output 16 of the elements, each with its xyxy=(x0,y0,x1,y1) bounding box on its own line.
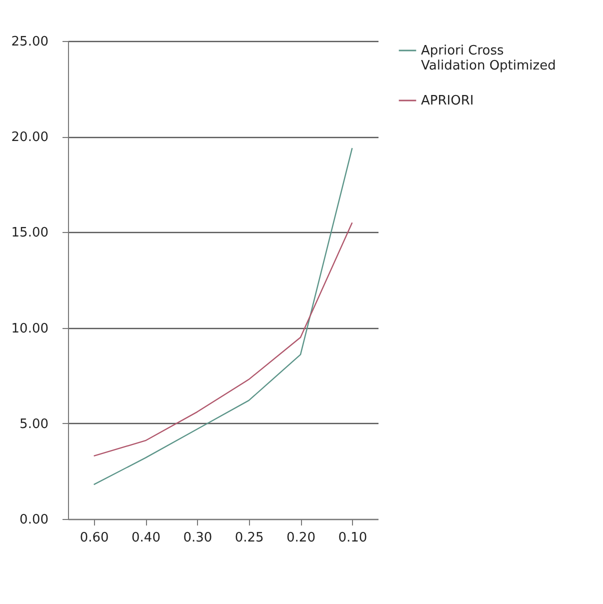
x-tick-label: 0.30 xyxy=(183,530,212,546)
x-tick-label: 0.25 xyxy=(234,530,264,546)
y-tick-label: 5.00 xyxy=(20,416,48,432)
x-tick-label: 0.60 xyxy=(80,530,109,546)
y-tick-label: 15.00 xyxy=(11,226,48,241)
legend-label: Apriori Cross Validation Optimized xyxy=(421,44,556,74)
x-tick-label: 0.40 xyxy=(132,530,160,546)
y-tick-label: 10.00 xyxy=(11,321,48,336)
x-tick-label: 0.20 xyxy=(286,530,316,546)
y-tick-label: 20.00 xyxy=(11,130,48,146)
legend-label: APRIORI xyxy=(421,94,474,108)
line-series xyxy=(93,147,353,486)
x-tick-label: 0.10 xyxy=(338,530,368,546)
line-series xyxy=(93,222,353,457)
y-tick-label: 25.00 xyxy=(11,34,48,50)
y-tick-label: 0.00 xyxy=(20,512,48,528)
